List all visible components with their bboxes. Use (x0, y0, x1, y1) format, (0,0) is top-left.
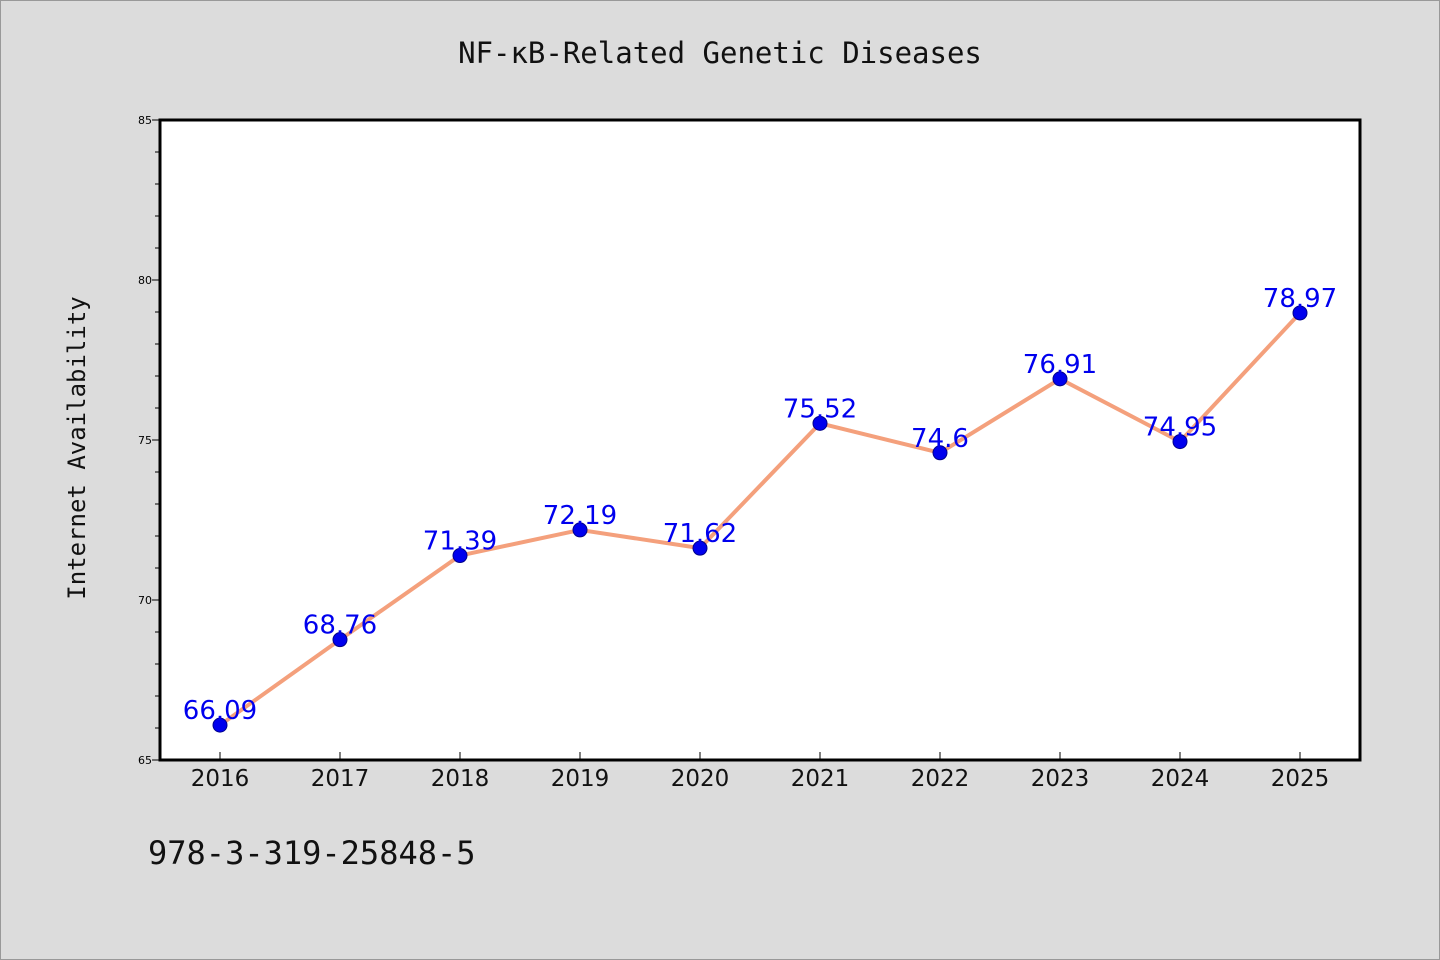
data-label: 76.91 (1023, 350, 1097, 380)
y-tick-label: 85 (138, 114, 152, 127)
data-point (812, 415, 828, 431)
x-tick-label: 2021 (791, 766, 850, 792)
y-axis-label: Internet Availability (63, 296, 91, 599)
x-tick-label: 2016 (191, 766, 250, 792)
data-point (692, 540, 708, 556)
data-label: 68.76 (303, 611, 377, 641)
data-label: 74.6 (911, 424, 969, 454)
y-tick-label: 70 (138, 594, 152, 607)
data-label: 75.52 (783, 394, 857, 424)
data-point (332, 632, 348, 648)
x-tick-label: 2023 (1031, 766, 1090, 792)
data-point (1172, 434, 1188, 450)
data-point (572, 522, 588, 538)
data-point (452, 548, 468, 564)
y-tick-label: 80 (138, 274, 152, 287)
footer-isbn: 978-3-319-25848-5 (148, 834, 476, 872)
plot-area (160, 120, 1360, 760)
x-tick-label: 2017 (311, 766, 370, 792)
data-point (932, 445, 948, 461)
plot-frame (158, 118, 1362, 762)
data-label: 78.97 (1263, 284, 1337, 314)
x-tick-label: 2022 (911, 766, 970, 792)
data-label: 71.39 (423, 527, 497, 557)
x-tick-label: 2024 (1151, 766, 1210, 792)
x-axis: 2016 2017 2018 2019 2020 2021 2022 2023 2024 2025 (191, 752, 1330, 792)
x-tick-label: 2025 (1271, 766, 1330, 792)
data-point (1052, 371, 1068, 387)
x-tick-label: 2018 (431, 766, 490, 792)
data-label: 66.09 (183, 696, 257, 726)
y-tick-label: 75 (138, 434, 152, 447)
series-line (218, 310, 1302, 728)
y-axis: 65 70 75 80 85 (138, 114, 160, 767)
x-tick-label: 2019 (551, 766, 610, 792)
data-point (212, 717, 228, 733)
data-label: 71.62 (663, 519, 737, 549)
data-label: 74.95 (1143, 413, 1217, 443)
y-tick-label: 65 (138, 754, 152, 767)
data-point (1292, 305, 1308, 321)
data-label: 72.19 (543, 501, 617, 531)
chart-title: NF-κB-Related Genetic Diseases (458, 36, 982, 70)
series-layer: 66.09 68.76 71.39 72.19 71.62 75.52 74.6 76.91 7… (183, 284, 1337, 733)
x-tick-label: 2020 (671, 766, 730, 792)
